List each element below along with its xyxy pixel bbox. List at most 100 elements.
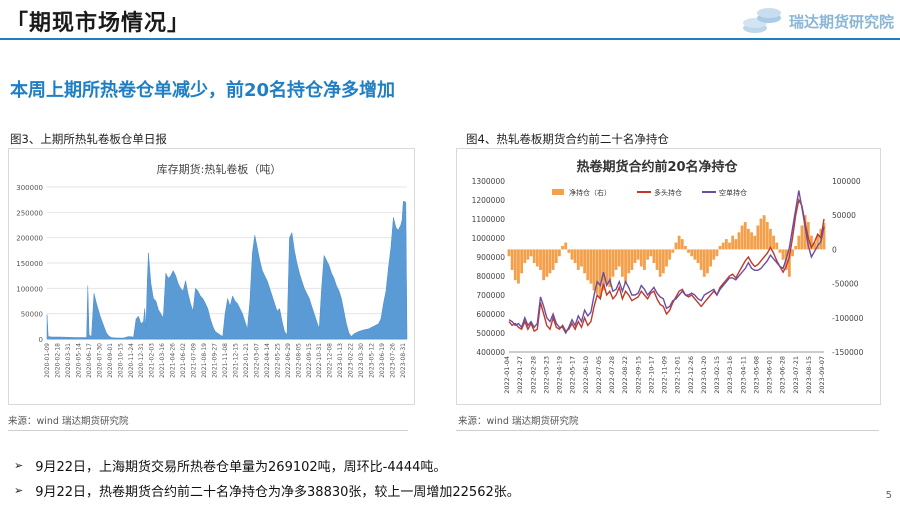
net-position-bar [803,215,807,250]
net-position-bar [598,249,602,298]
x-tick-label: 2022-09-15 [306,343,313,378]
coins-icon [742,8,781,33]
net-position-bar [699,249,703,270]
arrow-bullet-icon: ➢ [14,484,24,497]
net-position-bar [740,225,744,250]
net-position-bar [775,242,779,250]
net-position-bar [520,249,524,274]
x-tick-label: 2022-07-05 [595,356,603,394]
net-position-bar [781,249,785,260]
x-tick-label: 2020-11-24 [128,343,135,378]
y-right-tick-label: 50000 [832,211,856,220]
x-tick-label: 2023-05-12 [369,343,376,378]
net-position-bar [526,249,530,260]
y-tick-label: 50000 [21,311,43,319]
x-tick-label: 2022-05-17 [569,356,577,394]
x-tick-label: 2022-01-27 [516,356,524,394]
x-tick-label: 2020-05-14 [75,343,82,378]
net-position-bar [712,249,716,260]
title-divider [0,38,900,40]
company-logo: 瑞达期货研究院 [741,4,894,38]
x-tick-label: 2023-02-15 [713,356,721,394]
chart3-source: 来源：wind 瑞达期货研究院 [8,416,129,427]
y-tick-label: 200000 [16,235,43,243]
net-position-bar [605,249,609,284]
x-tick-label: 2020-02-18 [54,343,61,378]
net-position-bar [589,249,593,284]
x-tick-label: 2022-04-19 [556,356,564,394]
net-position-bar [510,249,514,270]
chart-title: 热卷期货合约前20名净持仓 [576,159,738,175]
net-position-bar [810,235,813,250]
x-tick-label: 2023-07-26 [390,343,397,378]
x-tick-label: 2023-03-16 [726,356,734,394]
x-tick-label: 2022-06-29 [285,343,292,378]
net-position-bar [772,235,776,250]
net-position-bar [816,235,820,250]
net-position-bar [567,249,571,253]
net-position-chart-svg: 热卷期货合约前20名净持仓 净持仓（右） 多头持仓 空单持仓 400000 50000… [472,159,864,394]
figure3-caption: 图3、上期所热轧卷板仓单日报 [10,132,167,146]
net-position-bar [718,245,722,250]
net-position-bar [822,222,826,250]
x-tick-label: 2022-03-23 [542,356,550,394]
net-position-bar [800,225,804,250]
x-tick-label: 2021-04-26 [170,343,177,378]
net-position-bar [671,249,675,253]
bullet-point: ➢ 9月22日，热卷期货合约前二十名净持仓为净多38830张，较上一周增加225… [14,481,520,500]
x-tick-label: 2023-07-21 [792,356,800,394]
x-tick-label: 2020-12-31 [138,343,145,378]
net-position-bar [554,249,558,264]
net-position-bar [702,249,706,277]
arrow-bullet-icon: ➢ [14,459,24,472]
net-position-bar [731,235,735,250]
legend-label: 空单持仓 [719,188,747,197]
net-position-bar [687,249,690,253]
x-tick-label: 2023-06-28 [779,356,787,394]
net-position-bar [646,249,650,260]
x-tick-label: 2021-07-09 [191,343,198,378]
x-tick-label: 2022-07-28 [608,356,616,394]
net-position-bar [633,249,637,264]
y-right-tick-label: 100000 [832,177,861,186]
net-position-bar [532,249,536,264]
x-tick-label: 2020-09-01 [107,343,114,378]
net-position-bar [677,235,681,250]
y-left-tick-label: 800000 [476,272,505,281]
x-tick-label: 2022-06-10 [582,356,590,394]
inventory-series [46,200,408,340]
net-position-bar [513,249,517,281]
net-position-bar [813,242,816,250]
net-position-bar [564,242,568,250]
legend-swatch [552,189,564,195]
y-left-tick-label: 400000 [476,348,505,357]
page-number: 5 [885,490,892,501]
net-position-bar [535,249,539,267]
net-position-bar [570,249,574,260]
net-position-bar [649,249,653,257]
net-position-bar [778,249,782,253]
net-position-bar [523,249,527,264]
net-position-bar [617,249,621,267]
net-position-bar [602,249,605,291]
net-position-bar [765,222,769,250]
y-left-tick-label: 900000 [476,253,505,262]
y-left-tick-label: 700000 [476,291,505,300]
net-position-bar [652,249,656,264]
net-position-bar [545,249,549,277]
net-position-bar [608,249,612,288]
divider [456,430,879,431]
net-position-bar [724,239,728,250]
y-left-tick-label: 500000 [476,329,505,338]
net-position-bar [769,228,772,250]
x-tick-label: 2021-06-02 [180,343,187,378]
net-position-bar [561,245,564,250]
x-tick-label: 2023-02-22 [348,343,355,378]
legend-label: 净持仓（右） [569,188,611,197]
y-left-tick-label: 1100000 [472,215,506,224]
net-position-bar [762,215,766,250]
x-tick-label: 2023-08-31 [400,343,407,378]
y-left-tick-label: 1300000 [472,177,506,186]
x-tick-label: 2023-01-13 [337,343,344,378]
net-position-bar [627,249,631,274]
